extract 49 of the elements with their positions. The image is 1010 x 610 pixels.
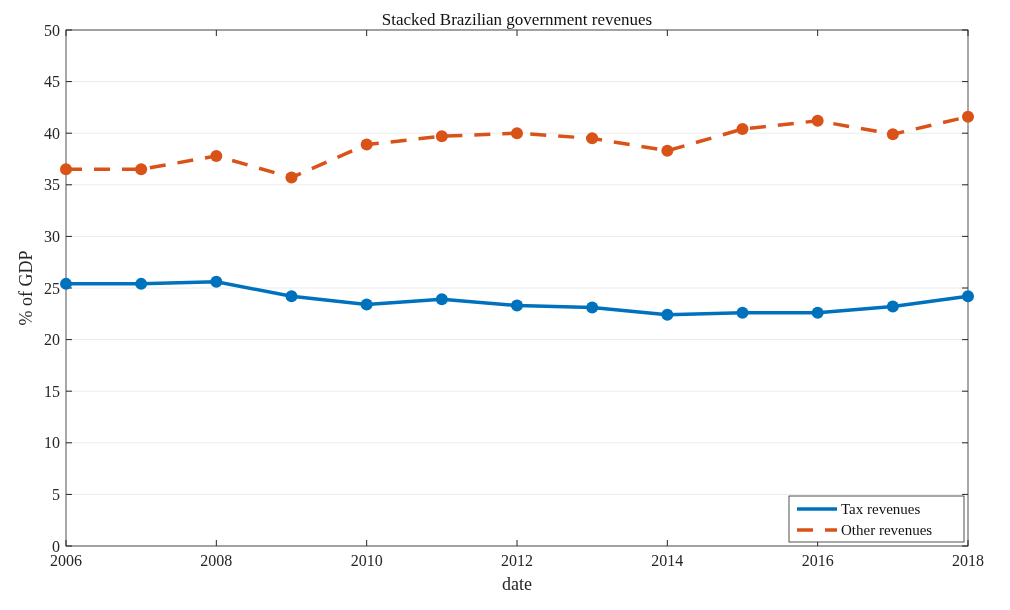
point (60, 163, 72, 176)
y-tick-label: 10 (44, 434, 60, 452)
y-tick-label: 30 (44, 227, 60, 245)
point (962, 110, 974, 123)
point (285, 290, 298, 303)
point (135, 277, 148, 290)
point (811, 306, 824, 319)
y-tick-label: 5 (52, 485, 60, 503)
x-tick-label: 2008 (200, 552, 233, 569)
point (511, 127, 523, 140)
y-tick-label: 15 (44, 382, 60, 400)
x-tick-label: 2018 (952, 552, 984, 569)
point (661, 144, 674, 157)
x-axis-title: date (502, 574, 532, 594)
y-tick-label: 20 (44, 331, 60, 349)
point (736, 123, 749, 136)
y-tick-label: 45 (44, 73, 60, 91)
point (736, 306, 749, 319)
point (962, 290, 974, 303)
legend-label: Tax revenues (841, 501, 921, 517)
x-tick-label: 2010 (350, 552, 383, 569)
point (886, 300, 899, 313)
point (586, 132, 599, 145)
point (360, 138, 373, 151)
point (511, 299, 523, 312)
y-tick-label: 35 (44, 176, 60, 194)
point (135, 163, 148, 176)
x-tick-label: 2006 (50, 552, 82, 569)
point (60, 277, 72, 290)
chart-title: Stacked Brazilian government revenues (381, 10, 653, 29)
point (811, 114, 824, 127)
point (210, 275, 223, 288)
point (586, 301, 599, 314)
point (661, 308, 674, 321)
point (435, 130, 448, 143)
y-tick-label: 50 (44, 21, 60, 39)
y-tick-label: 40 (44, 124, 60, 142)
y-tick-label: 25 (44, 279, 60, 297)
x-tick-label: 2012 (501, 552, 533, 569)
point (285, 171, 298, 184)
y-axis-title: % of GDP (16, 250, 36, 326)
point (360, 298, 373, 311)
y-tick-label: 0 (52, 537, 60, 555)
x-tick-label: 2014 (651, 552, 684, 569)
legend-label: Other revenues (841, 522, 933, 538)
point (210, 149, 223, 162)
x-tick-label: 2016 (801, 552, 834, 569)
point (435, 293, 448, 306)
point (886, 128, 899, 141)
